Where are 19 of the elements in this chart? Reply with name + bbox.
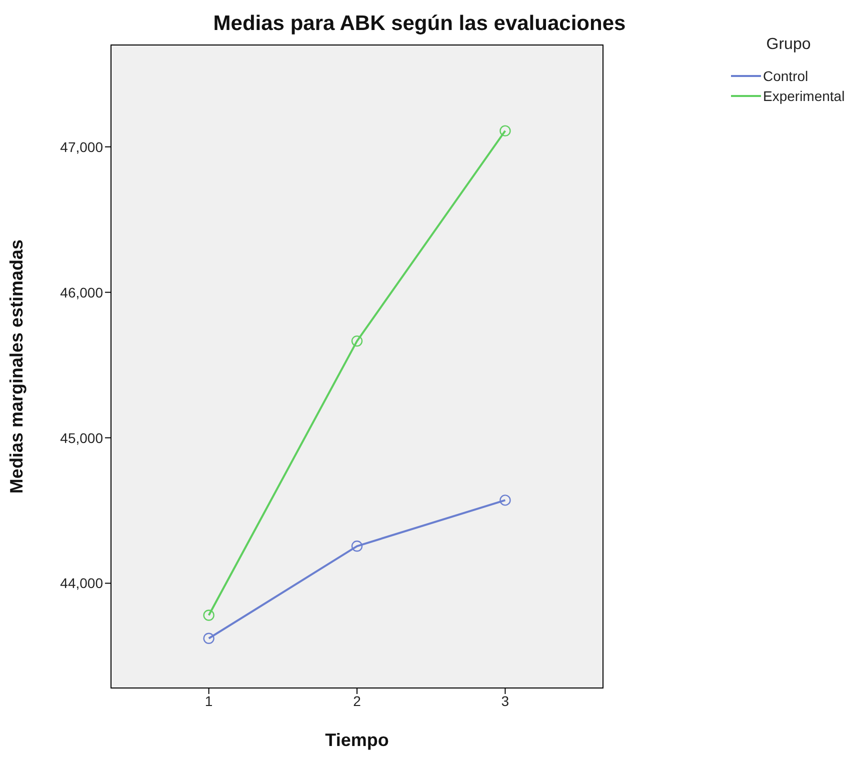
y-tick-label: 45,000 [60, 430, 104, 446]
point [203, 632, 214, 644]
legend-label: Experimental [763, 88, 845, 104]
y-tick-label: 46,000 [60, 284, 104, 300]
point [203, 610, 214, 621]
point [500, 494, 511, 506]
point [351, 540, 363, 552]
x-tick-label: 1 [204, 692, 213, 709]
point [351, 335, 363, 347]
x-axis-title: Tiempo [325, 730, 389, 750]
y-tick-label: 44,000 [60, 575, 104, 592]
legend-label: Control [763, 68, 808, 84]
x-tick-label: 2 [353, 692, 362, 709]
x-tick-label: 3 [501, 692, 510, 709]
chart-title: Medias para ABK según las evaluaciones [212, 12, 627, 36]
y-axis-title: Medias marginales estimadas [6, 239, 26, 494]
point [500, 125, 511, 136]
y-tick-label: 47,000 [60, 138, 104, 155]
legend-title: Grupo [765, 36, 812, 54]
